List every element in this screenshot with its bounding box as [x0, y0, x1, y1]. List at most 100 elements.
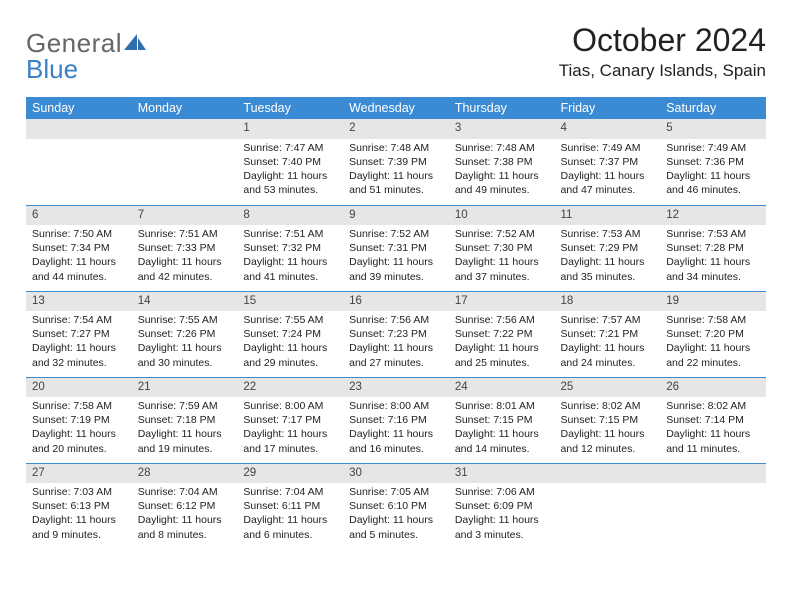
sunrise-line: Sunrise: 7:49 AM — [561, 141, 655, 155]
sunrise-line: Sunrise: 7:48 AM — [349, 141, 443, 155]
day-number: 15 — [237, 292, 343, 312]
day-body: Sunrise: 7:06 AMSunset: 6:09 PMDaylight:… — [449, 483, 555, 545]
sunrise-line: Sunrise: 7:05 AM — [349, 485, 443, 499]
calendar-body: 1Sunrise: 7:47 AMSunset: 7:40 PMDaylight… — [26, 119, 766, 549]
day-cell: 24Sunrise: 8:01 AMSunset: 7:15 PMDayligh… — [449, 377, 555, 463]
day-number: 21 — [132, 378, 238, 398]
day-body: Sunrise: 8:01 AMSunset: 7:15 PMDaylight:… — [449, 397, 555, 459]
sunset-line: Sunset: 6:10 PM — [349, 499, 443, 513]
day-body: Sunrise: 7:04 AMSunset: 6:12 PMDaylight:… — [132, 483, 238, 545]
day-number: 24 — [449, 378, 555, 398]
sunset-line: Sunset: 7:14 PM — [666, 413, 760, 427]
sunset-line: Sunset: 7:26 PM — [138, 327, 232, 341]
daylight-line: Daylight: 11 hours and 30 minutes. — [138, 341, 232, 369]
week-row: 13Sunrise: 7:54 AMSunset: 7:27 PMDayligh… — [26, 291, 766, 377]
sunset-line: Sunset: 7:15 PM — [455, 413, 549, 427]
day-number: 17 — [449, 292, 555, 312]
sunset-line: Sunset: 7:29 PM — [561, 241, 655, 255]
sunset-line: Sunset: 7:18 PM — [138, 413, 232, 427]
daylight-line: Daylight: 11 hours and 41 minutes. — [243, 255, 337, 283]
sunset-line: Sunset: 7:16 PM — [349, 413, 443, 427]
day-cell: 19Sunrise: 7:58 AMSunset: 7:20 PMDayligh… — [660, 291, 766, 377]
day-body: Sunrise: 7:51 AMSunset: 7:32 PMDaylight:… — [237, 225, 343, 287]
day-body: Sunrise: 7:48 AMSunset: 7:38 PMDaylight:… — [449, 139, 555, 201]
day-number: 28 — [132, 464, 238, 484]
daylight-line: Daylight: 11 hours and 12 minutes. — [561, 427, 655, 455]
sunrise-line: Sunrise: 7:56 AM — [349, 313, 443, 327]
day-body: Sunrise: 7:55 AMSunset: 7:26 PMDaylight:… — [132, 311, 238, 373]
sunset-line: Sunset: 7:15 PM — [561, 413, 655, 427]
sunset-line: Sunset: 6:12 PM — [138, 499, 232, 513]
sunset-line: Sunset: 7:33 PM — [138, 241, 232, 255]
day-body: Sunrise: 7:03 AMSunset: 6:13 PMDaylight:… — [26, 483, 132, 545]
sunrise-line: Sunrise: 8:00 AM — [243, 399, 337, 413]
day-number: 25 — [555, 378, 661, 398]
day-cell: 30Sunrise: 7:05 AMSunset: 6:10 PMDayligh… — [343, 463, 449, 549]
sunrise-line: Sunrise: 7:04 AM — [138, 485, 232, 499]
sunrise-line: Sunrise: 7:59 AM — [138, 399, 232, 413]
sunset-line: Sunset: 7:34 PM — [32, 241, 126, 255]
day-cell: 13Sunrise: 7:54 AMSunset: 7:27 PMDayligh… — [26, 291, 132, 377]
day-body: Sunrise: 7:52 AMSunset: 7:30 PMDaylight:… — [449, 225, 555, 287]
daylight-line: Daylight: 11 hours and 27 minutes. — [349, 341, 443, 369]
sunset-line: Sunset: 7:17 PM — [243, 413, 337, 427]
day-body: Sunrise: 7:50 AMSunset: 7:34 PMDaylight:… — [26, 225, 132, 287]
day-cell: 26Sunrise: 8:02 AMSunset: 7:14 PMDayligh… — [660, 377, 766, 463]
day-number: 22 — [237, 378, 343, 398]
daylight-line: Daylight: 11 hours and 39 minutes. — [349, 255, 443, 283]
sunset-line: Sunset: 7:28 PM — [666, 241, 760, 255]
day-number: 5 — [660, 119, 766, 139]
day-body: Sunrise: 7:53 AMSunset: 7:29 PMDaylight:… — [555, 225, 661, 287]
col-sun: Sunday — [26, 97, 132, 119]
day-cell: 12Sunrise: 7:53 AMSunset: 7:28 PMDayligh… — [660, 205, 766, 291]
col-mon: Monday — [132, 97, 238, 119]
sunrise-line: Sunrise: 8:00 AM — [349, 399, 443, 413]
day-cell: 20Sunrise: 7:58 AMSunset: 7:19 PMDayligh… — [26, 377, 132, 463]
sunrise-line: Sunrise: 7:58 AM — [32, 399, 126, 413]
sunset-line: Sunset: 7:30 PM — [455, 241, 549, 255]
calendar-page: General October 2024 Tias, Canary Island… — [0, 0, 792, 612]
day-cell: 21Sunrise: 7:59 AMSunset: 7:18 PMDayligh… — [132, 377, 238, 463]
day-body: Sunrise: 7:48 AMSunset: 7:39 PMDaylight:… — [343, 139, 449, 201]
day-number — [26, 119, 132, 139]
day-cell: 7Sunrise: 7:51 AMSunset: 7:33 PMDaylight… — [132, 205, 238, 291]
daylight-line: Daylight: 11 hours and 17 minutes. — [243, 427, 337, 455]
day-number: 19 — [660, 292, 766, 312]
sunset-line: Sunset: 6:11 PM — [243, 499, 337, 513]
day-number: 4 — [555, 119, 661, 139]
sunset-line: Sunset: 7:39 PM — [349, 155, 443, 169]
sunrise-line: Sunrise: 7:47 AM — [243, 141, 337, 155]
day-body: Sunrise: 7:55 AMSunset: 7:24 PMDaylight:… — [237, 311, 343, 373]
col-wed: Wednesday — [343, 97, 449, 119]
day-body: Sunrise: 8:02 AMSunset: 7:14 PMDaylight:… — [660, 397, 766, 459]
header: General October 2024 Tias, Canary Island… — [26, 22, 766, 81]
brand-part2: Blue — [26, 54, 78, 85]
daylight-line: Daylight: 11 hours and 5 minutes. — [349, 513, 443, 541]
sunrise-line: Sunrise: 7:51 AM — [138, 227, 232, 241]
day-cell: 17Sunrise: 7:56 AMSunset: 7:22 PMDayligh… — [449, 291, 555, 377]
day-body: Sunrise: 8:00 AMSunset: 7:17 PMDaylight:… — [237, 397, 343, 459]
sunrise-line: Sunrise: 7:51 AM — [243, 227, 337, 241]
col-tue: Tuesday — [237, 97, 343, 119]
sunset-line: Sunset: 7:20 PM — [666, 327, 760, 341]
day-cell: 4Sunrise: 7:49 AMSunset: 7:37 PMDaylight… — [555, 119, 661, 205]
daylight-line: Daylight: 11 hours and 44 minutes. — [32, 255, 126, 283]
col-thu: Thursday — [449, 97, 555, 119]
sunrise-line: Sunrise: 7:54 AM — [32, 313, 126, 327]
daylight-line: Daylight: 11 hours and 37 minutes. — [455, 255, 549, 283]
day-number: 1 — [237, 119, 343, 139]
day-body: Sunrise: 7:52 AMSunset: 7:31 PMDaylight:… — [343, 225, 449, 287]
day-number: 16 — [343, 292, 449, 312]
day-number: 11 — [555, 206, 661, 226]
day-cell: 3Sunrise: 7:48 AMSunset: 7:38 PMDaylight… — [449, 119, 555, 205]
daylight-line: Daylight: 11 hours and 9 minutes. — [32, 513, 126, 541]
location: Tias, Canary Islands, Spain — [559, 61, 766, 81]
day-cell: 27Sunrise: 7:03 AMSunset: 6:13 PMDayligh… — [26, 463, 132, 549]
week-row: 6Sunrise: 7:50 AMSunset: 7:34 PMDaylight… — [26, 205, 766, 291]
day-cell: 28Sunrise: 7:04 AMSunset: 6:12 PMDayligh… — [132, 463, 238, 549]
day-cell: 22Sunrise: 8:00 AMSunset: 7:17 PMDayligh… — [237, 377, 343, 463]
daylight-line: Daylight: 11 hours and 19 minutes. — [138, 427, 232, 455]
daylight-line: Daylight: 11 hours and 8 minutes. — [138, 513, 232, 541]
sunrise-line: Sunrise: 7:03 AM — [32, 485, 126, 499]
day-number: 7 — [132, 206, 238, 226]
